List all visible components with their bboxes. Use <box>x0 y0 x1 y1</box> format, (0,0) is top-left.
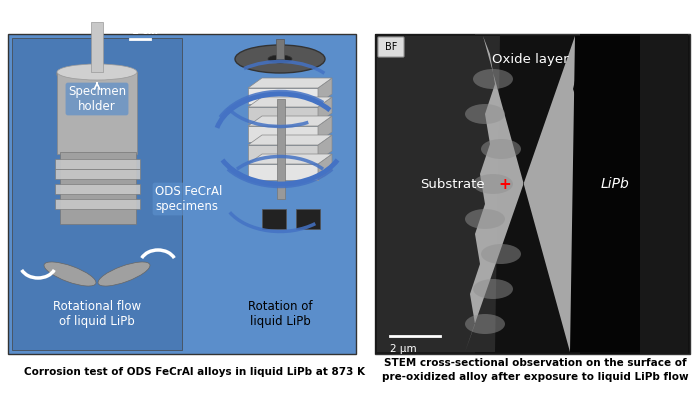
Text: BF: BF <box>385 42 397 52</box>
Ellipse shape <box>473 69 513 89</box>
Polygon shape <box>248 88 318 104</box>
Text: Rotational flow
of liquid LiPb: Rotational flow of liquid LiPb <box>53 300 141 328</box>
FancyBboxPatch shape <box>55 169 140 179</box>
Ellipse shape <box>473 279 513 299</box>
Polygon shape <box>248 116 332 126</box>
Polygon shape <box>318 154 332 180</box>
Polygon shape <box>248 78 332 88</box>
Ellipse shape <box>481 244 521 264</box>
Text: LiPb: LiPb <box>601 177 629 191</box>
Text: Substrate: Substrate <box>420 178 484 191</box>
FancyBboxPatch shape <box>55 159 140 169</box>
Polygon shape <box>248 107 318 123</box>
FancyBboxPatch shape <box>57 72 137 154</box>
FancyBboxPatch shape <box>262 209 286 229</box>
Polygon shape <box>248 135 332 145</box>
Text: +: + <box>498 177 512 191</box>
Polygon shape <box>248 164 318 180</box>
Polygon shape <box>377 36 500 352</box>
Ellipse shape <box>465 209 505 229</box>
FancyBboxPatch shape <box>12 38 182 350</box>
FancyBboxPatch shape <box>640 34 688 354</box>
FancyBboxPatch shape <box>55 199 140 209</box>
Text: STEM cross-sectional observation on the surface of
pre-oxidized alloy after expo: STEM cross-sectional observation on the … <box>382 359 688 382</box>
Text: Corrosion test of ODS FeCrAl alloys in liquid LiPb at 873 K: Corrosion test of ODS FeCrAl alloys in l… <box>25 367 365 377</box>
Text: 2 μm: 2 μm <box>390 344 416 354</box>
Ellipse shape <box>268 55 292 63</box>
FancyBboxPatch shape <box>580 34 688 354</box>
Ellipse shape <box>465 104 505 124</box>
FancyBboxPatch shape <box>375 34 690 354</box>
Text: ODS FeCrAl
specimens: ODS FeCrAl specimens <box>155 185 223 213</box>
Polygon shape <box>465 36 587 352</box>
Ellipse shape <box>481 139 521 159</box>
Polygon shape <box>318 78 332 104</box>
Ellipse shape <box>57 65 137 83</box>
FancyBboxPatch shape <box>60 152 136 224</box>
Ellipse shape <box>465 314 505 334</box>
Ellipse shape <box>473 174 513 194</box>
Text: 1 cm: 1 cm <box>132 26 158 36</box>
FancyBboxPatch shape <box>8 34 356 354</box>
Polygon shape <box>318 135 332 161</box>
Polygon shape <box>318 97 332 123</box>
Text: Oxide layer: Oxide layer <box>491 52 568 65</box>
Polygon shape <box>318 116 332 142</box>
Text: Rotation of
liquid LiPb: Rotation of liquid LiPb <box>248 300 312 328</box>
Text: Specimen
holder: Specimen holder <box>68 85 126 113</box>
FancyBboxPatch shape <box>378 37 404 57</box>
FancyBboxPatch shape <box>276 39 284 59</box>
Polygon shape <box>248 154 332 164</box>
FancyBboxPatch shape <box>277 99 285 199</box>
Polygon shape <box>248 145 318 161</box>
FancyBboxPatch shape <box>91 22 103 72</box>
Ellipse shape <box>235 45 325 73</box>
Ellipse shape <box>57 64 137 80</box>
FancyBboxPatch shape <box>296 209 320 229</box>
Polygon shape <box>248 97 332 107</box>
Ellipse shape <box>44 262 96 286</box>
Ellipse shape <box>98 262 150 286</box>
Polygon shape <box>248 126 318 142</box>
Polygon shape <box>570 36 688 352</box>
FancyBboxPatch shape <box>375 34 475 354</box>
FancyBboxPatch shape <box>55 184 140 194</box>
